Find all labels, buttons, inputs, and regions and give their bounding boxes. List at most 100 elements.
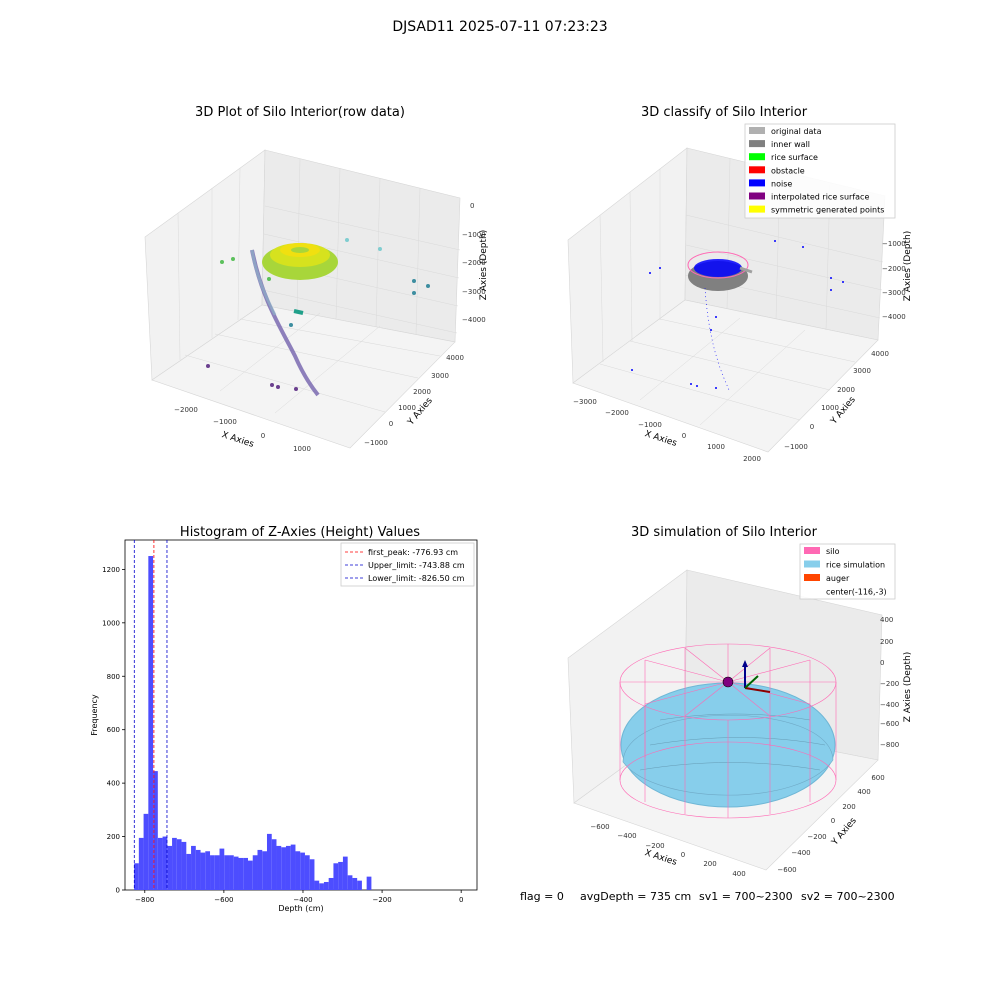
histogram-bar xyxy=(333,863,339,890)
ytick-classify-1: 0 xyxy=(810,423,814,431)
histogram-bar xyxy=(366,876,372,890)
ytick-sim-1: −400 xyxy=(791,849,810,857)
xtick-sim-1: −400 xyxy=(617,832,636,840)
xtick-raw-3: 1000 xyxy=(293,445,311,453)
ztick-classify-2: −3000 xyxy=(882,289,906,297)
ztick-sim-0: 400 xyxy=(880,616,893,624)
ytick-raw-5: 4000 xyxy=(446,354,464,362)
histogram-bar xyxy=(295,851,301,890)
ytick-raw-2: 1000 xyxy=(398,404,416,412)
legend-swatch xyxy=(749,192,765,200)
silo-wireframe xyxy=(619,643,837,819)
legend-label: first_peak: -776.93 cm xyxy=(368,548,458,557)
histogram-bar xyxy=(219,848,225,890)
histogram-bar xyxy=(319,883,324,890)
histogram-bar xyxy=(352,877,358,890)
ytick-sim-0: −600 xyxy=(777,866,796,874)
xtick-sim-4: 200 xyxy=(703,860,716,868)
legend-label: inner wall xyxy=(771,140,810,149)
histogram-bar xyxy=(338,861,343,890)
xlabel-simulation: X Axies xyxy=(643,848,678,868)
status-avg-depth: avgDepth = 735 cm xyxy=(580,890,691,903)
legend-swatch xyxy=(804,560,820,568)
ytick-raw-4: 3000 xyxy=(431,372,449,380)
y-tick-label: 1000 xyxy=(102,619,120,627)
panel-title-histogram: Histogram of Z-Axies (Height) Values xyxy=(180,525,420,540)
x-tick-label: −200 xyxy=(372,896,391,904)
legend-histogram: first_peak: -776.93 cm Upper_limit: -743.… xyxy=(340,542,475,587)
legend-label: Lower_limit: -826.50 cm xyxy=(368,574,465,583)
ztick-sim-4: −400 xyxy=(880,701,899,709)
legend-simulation: silo rice simulation auger center(-116,-3) xyxy=(799,543,896,600)
y-tick-label: 0 xyxy=(116,887,120,895)
x-tick-label: 0 xyxy=(459,896,463,904)
xtick-raw-1: −1000 xyxy=(213,418,237,426)
xtick-sim-0: −600 xyxy=(590,823,609,831)
xtick-classify-4: 1000 xyxy=(707,443,725,451)
legend-swatch xyxy=(749,153,765,161)
histogram-bar xyxy=(167,845,173,890)
ytick-classify-0: −1000 xyxy=(784,443,808,451)
legend-label: Upper_limit: -743.88 cm xyxy=(368,561,465,570)
histogram-bar xyxy=(276,845,282,890)
status-flag: flag = 0 xyxy=(520,890,564,903)
histogram-bar xyxy=(148,556,154,890)
xtick-sim-5: 400 xyxy=(732,870,745,878)
y-tick-label: 1200 xyxy=(102,566,120,574)
histogram-bar xyxy=(304,855,310,890)
reference-lines xyxy=(133,540,168,890)
status-sv1: sv1 = 700~2300 xyxy=(699,890,793,903)
histogram-bar xyxy=(157,837,163,890)
ztick-sim-1: 200 xyxy=(880,638,893,646)
ytick-sim-3: 0 xyxy=(831,817,835,825)
ytick-sim-4: 200 xyxy=(842,803,855,811)
histogram-bar xyxy=(238,857,244,890)
histogram-bar xyxy=(134,863,139,890)
ytick-sim-6: 600 xyxy=(871,774,884,782)
histogram-bar xyxy=(205,851,211,890)
histogram-bars xyxy=(134,556,372,890)
histogram-bar xyxy=(257,849,263,890)
legend-label: original data xyxy=(771,127,822,136)
legend-label: center(-116,-3) xyxy=(826,588,887,597)
ztick-classify-3: −4000 xyxy=(882,313,906,321)
histogram-bar xyxy=(186,853,192,890)
panel-histogram: Histogram of Z-Axies (Height) Values −80… xyxy=(90,525,478,913)
ytick-raw-3: 2000 xyxy=(413,388,431,396)
histogram-bar xyxy=(243,857,249,890)
zlabel-simulation: Z Axies (Depth) xyxy=(903,652,913,723)
panel-raw-3d: 3D Plot of Silo Interior(row data) xyxy=(144,105,489,453)
legend-swatch xyxy=(749,140,765,148)
ztick-classify-0: −1000 xyxy=(882,240,906,248)
histogram-bar xyxy=(153,771,158,890)
histogram-bar xyxy=(138,837,144,890)
ytick-classify-5: 4000 xyxy=(871,350,889,358)
ztick-sim-3: −200 xyxy=(880,680,899,688)
ztick-classify-1: −2000 xyxy=(882,265,906,273)
histogram-bar xyxy=(210,855,215,890)
legend-label: rice surface xyxy=(771,153,818,162)
histogram-bar xyxy=(328,877,334,890)
xlabel-classify: X Axies xyxy=(643,429,678,449)
xtick-sim-2: −200 xyxy=(645,842,664,850)
histogram-bar xyxy=(309,859,315,890)
histogram-bar xyxy=(357,880,362,890)
ytick-classify-3: 2000 xyxy=(837,386,855,394)
ytick-sim-5: 400 xyxy=(857,788,870,796)
ytick-classify-4: 3000 xyxy=(853,367,871,375)
histogram-bar xyxy=(314,880,320,890)
ytick-classify-2: 1000 xyxy=(821,404,839,412)
histogram-bar xyxy=(285,845,291,890)
ztick-sim-6: −800 xyxy=(880,741,899,749)
xtick-sim-3: 0 xyxy=(681,851,685,859)
xtick-raw-0: −2000 xyxy=(174,406,198,414)
histogram-bar xyxy=(172,837,177,890)
panel-title-simulation: 3D simulation of Silo Interior xyxy=(631,525,818,540)
y-tick-label: 200 xyxy=(107,833,120,841)
panel-title-classify: 3D classify of Silo Interior xyxy=(641,105,808,120)
legend-swatch xyxy=(749,166,765,174)
histogram-bar xyxy=(191,845,196,890)
legend-label: noise xyxy=(771,179,792,188)
legend-swatch xyxy=(749,179,765,187)
